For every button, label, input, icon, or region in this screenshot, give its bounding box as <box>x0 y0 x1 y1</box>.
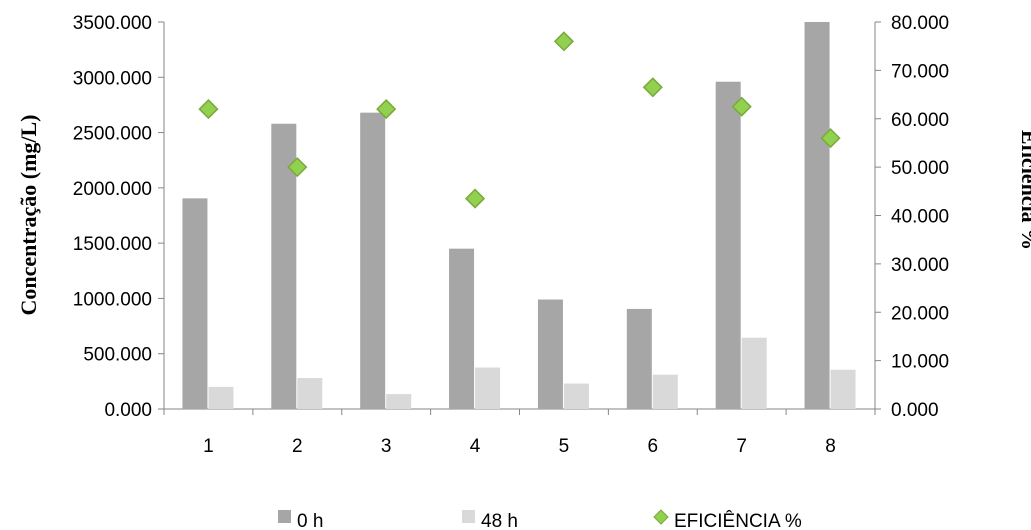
efficiency-point-2 <box>287 157 308 178</box>
efficiency-point-1 <box>198 99 219 120</box>
legend-swatch-48h <box>462 510 475 523</box>
bar-0h-6 <box>626 308 652 409</box>
y-right-tick-label: 30.000 <box>891 255 949 276</box>
x-tick-label: 3 <box>381 436 392 457</box>
legend-label-0h: 0 h <box>297 511 323 530</box>
left-axis-ticks: 0.000 500.000 1000.000 1500.000 2000.000 2500… <box>73 13 164 421</box>
bar-0h-3 <box>360 112 386 409</box>
y-right-tick-label: 70.000 <box>891 61 949 82</box>
bar-0h-8 <box>804 22 830 409</box>
bars <box>182 22 856 410</box>
x-tick-label: 1 <box>203 436 214 457</box>
y-right-tick-label: 10.000 <box>891 352 949 373</box>
x-axis-ticks: 1 2 3 4 5 6 7 8 <box>203 436 836 457</box>
legend: 0 h 48 h EFICIÊNCIA % <box>278 509 802 530</box>
x-tick-label: 6 <box>648 436 659 457</box>
legend-swatch-efficiency <box>653 509 669 525</box>
bar-0h-4 <box>449 248 475 409</box>
axes <box>163 22 876 415</box>
bar-0h-5 <box>537 299 563 409</box>
bar-0h-7 <box>715 81 741 410</box>
x-tick-label: 8 <box>825 436 836 457</box>
legend-label-48h: 48 h <box>481 511 518 530</box>
bar-48h-6 <box>652 374 678 409</box>
x-tick-label: 2 <box>292 436 303 457</box>
y-left-tick-label: 2500.000 <box>73 124 152 145</box>
y-right-tick-label: 50.000 <box>891 158 949 179</box>
bar-48h-1 <box>208 386 234 409</box>
efficiency-point-8 <box>820 128 841 149</box>
y-right-tick-label: 40.000 <box>891 207 949 228</box>
right-axis-ticks: 0.000 10.000 20.000 30.000 40.000 50.000 60.00… <box>875 13 949 421</box>
legend-label-efficiency: EFICIÊNCIA % <box>674 510 802 530</box>
y-left-tick-label: 1000.000 <box>73 289 152 310</box>
efficiency-point-6 <box>642 77 663 98</box>
y-right-tick-label: 20.000 <box>891 303 949 324</box>
bar-48h-5 <box>563 383 589 409</box>
y-left-tick-label: 3500.000 <box>73 13 152 34</box>
y-right-tick-label: 80.000 <box>891 13 949 34</box>
y-left-tick-label: 0.000 <box>104 400 152 421</box>
y-right-tick-label: 60.000 <box>891 110 949 131</box>
x-tick-label: 7 <box>736 436 747 457</box>
bar-48h-3 <box>386 394 412 409</box>
bar-48h-7 <box>741 337 767 409</box>
efficiency-point-3 <box>376 99 397 120</box>
y-left-tick-label: 1500.000 <box>73 234 152 255</box>
y-axis-left-title: Concentração (mg/L) <box>16 114 41 315</box>
y-left-tick-label: 500.000 <box>83 345 152 366</box>
efficiency-point-5 <box>553 31 574 52</box>
bar-48h-2 <box>297 378 323 409</box>
y-right-tick-label: 0.000 <box>891 400 939 421</box>
efficiency-point-7 <box>731 96 752 117</box>
x-tick-label: 4 <box>470 436 481 457</box>
bar-48h-8 <box>830 369 856 409</box>
efficiency-point-4 <box>465 188 486 209</box>
y-left-tick-label: 2000.000 <box>73 179 152 200</box>
y-axis-right-title: Eficiência % <box>1017 130 1031 250</box>
bar-48h-4 <box>475 367 501 409</box>
efficiency-markers <box>198 31 841 209</box>
x-tick-label: 5 <box>559 436 570 457</box>
legend-swatch-0h <box>278 510 291 523</box>
bar-0h-1 <box>182 198 208 409</box>
y-left-tick-label: 3000.000 <box>73 68 152 89</box>
